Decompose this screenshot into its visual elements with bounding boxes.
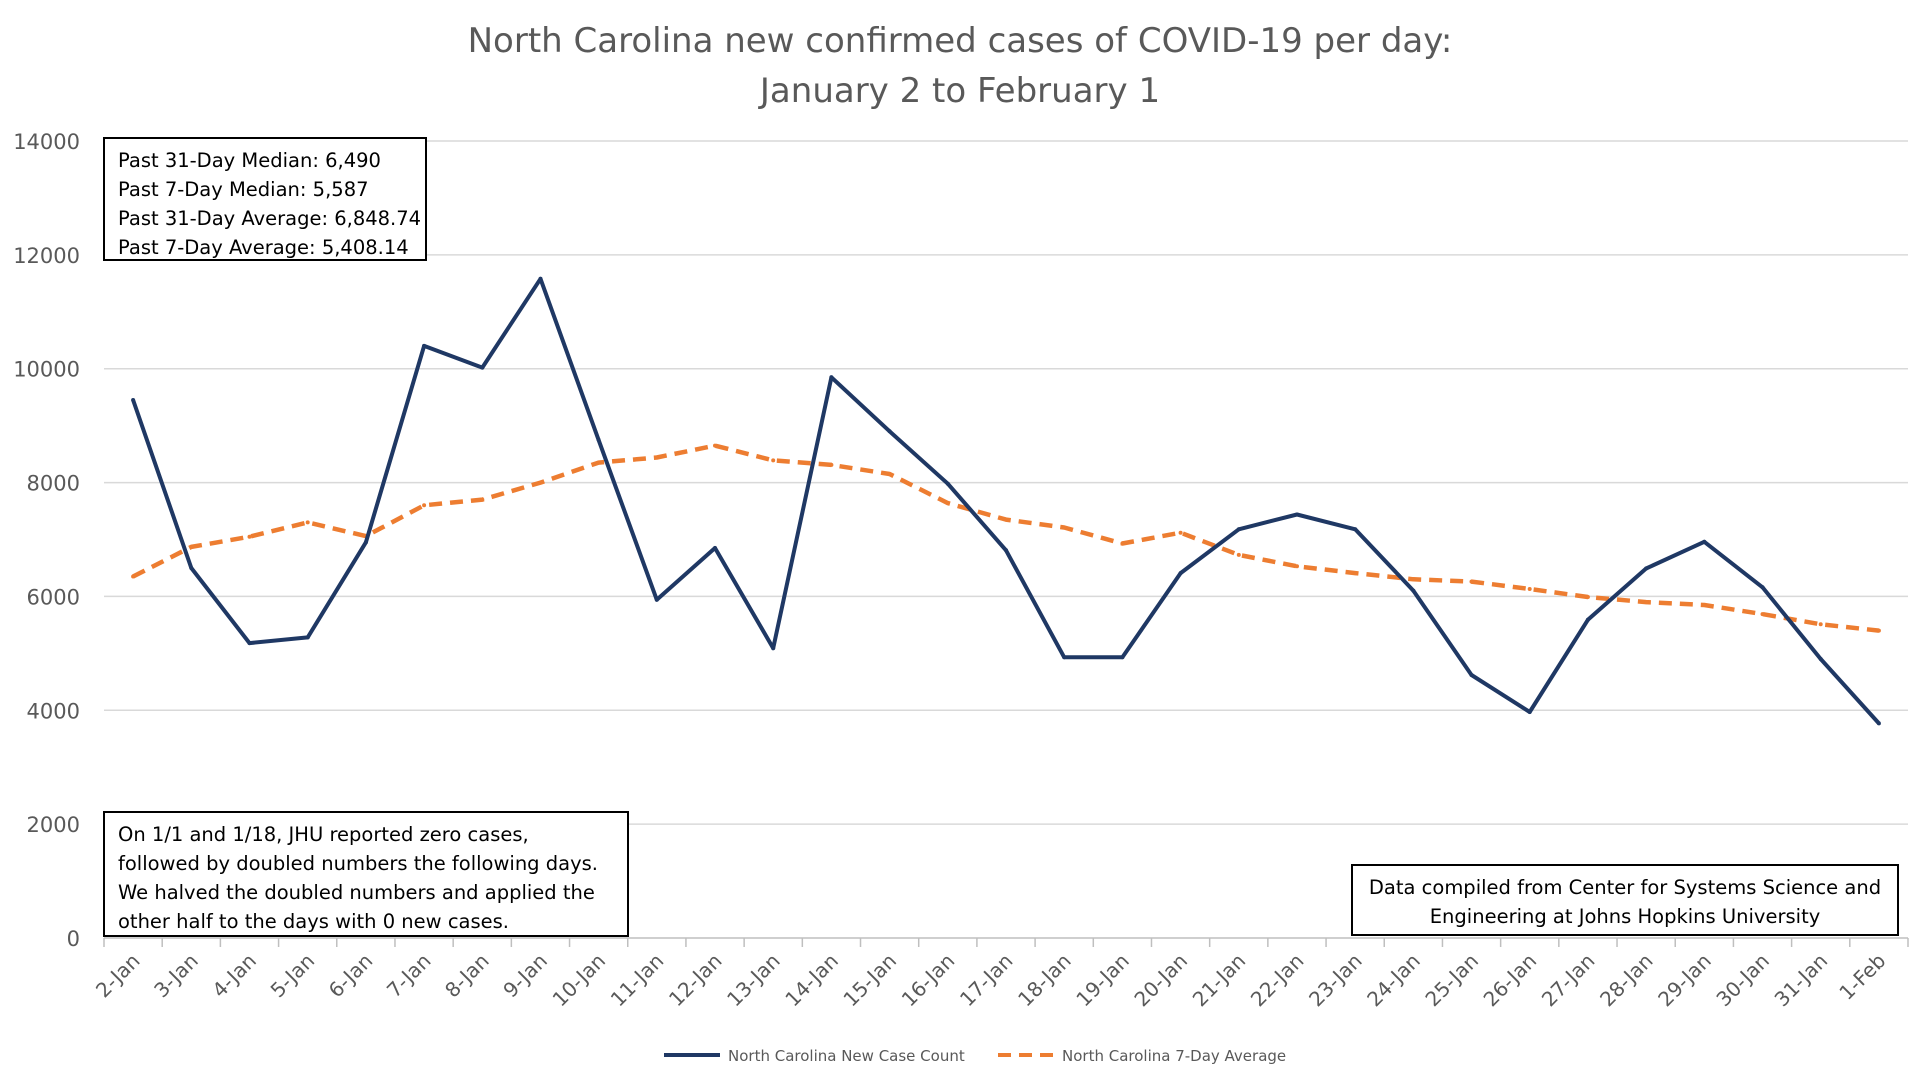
source-box-border xyxy=(1351,864,1899,936)
average-data-point xyxy=(1818,622,1823,627)
case-count-data-point xyxy=(1469,673,1474,677)
case-count-data-point xyxy=(1062,655,1067,660)
average-data-point xyxy=(131,574,136,579)
case-count-data-point xyxy=(1876,721,1881,726)
case-count-data-point xyxy=(480,365,485,370)
y-tick-label: 6000 xyxy=(27,585,80,609)
case-count-data-point xyxy=(363,540,368,545)
average-data-point xyxy=(1760,612,1765,617)
average-data-point xyxy=(771,458,776,463)
case-count-data-point xyxy=(305,635,310,640)
case-count-data-point xyxy=(247,641,252,646)
average-data-point xyxy=(1876,628,1881,633)
note-box-line: followed by doubled numbers the followin… xyxy=(118,852,598,875)
case-count-data-point xyxy=(189,566,194,570)
average-data-point xyxy=(1585,595,1590,599)
average-data-point xyxy=(1702,603,1707,607)
average-data-point xyxy=(1178,530,1183,535)
y-axis-ticks: 0 2000 4000 6000 8000 10000 12000 14000 xyxy=(13,130,80,951)
case-count-data-point xyxy=(654,597,659,602)
note-box-line: other half to the days with 0 new cases. xyxy=(118,910,509,933)
case-count-data-point xyxy=(771,646,776,651)
y-tick-label: 2000 xyxy=(27,813,80,837)
case-count-data-point xyxy=(1004,548,1008,553)
average-data-point xyxy=(422,503,427,508)
source-box-line: Engineering at Johns Hopkins University xyxy=(1430,905,1821,928)
average-data-point xyxy=(1353,571,1358,576)
stats-box-line: Past 31-Day Average: 6,848.74 xyxy=(118,207,421,230)
legend-label-average: North Carolina 7-Day Average xyxy=(1062,1047,1286,1065)
case-count-data-point xyxy=(596,437,601,442)
chart-title-line1: North Carolina new confirmed cases of CO… xyxy=(468,21,1453,61)
note-box: On 1/1 and 1/18, JHU reported zero cases… xyxy=(103,811,629,937)
case-count-data-point xyxy=(538,276,543,281)
stats-box: Past 31-Day Median: 6,490 Past 7-Day Medi… xyxy=(103,137,427,261)
stats-box-line: Past 7-Day Average: 5,408.14 xyxy=(118,236,409,259)
y-tick-label: 8000 xyxy=(27,472,80,496)
average-data-point xyxy=(538,480,543,485)
average-data-point xyxy=(1062,525,1067,530)
average-data-point xyxy=(596,460,601,465)
case-count-data-point xyxy=(1353,527,1358,532)
case-count-data-point xyxy=(945,481,950,486)
source-box: Data compiled from Center for Systems Sc… xyxy=(1351,864,1899,936)
average-data-point xyxy=(654,455,659,460)
average-data-point xyxy=(1411,577,1416,582)
stats-box-border xyxy=(103,137,427,261)
case-count-data-point xyxy=(1295,512,1299,517)
y-tick-label: 0 xyxy=(67,927,80,951)
case-count-data-point xyxy=(1411,588,1416,593)
legend: North Carolina New Case Count North Carol… xyxy=(664,1047,1286,1065)
average-data-point xyxy=(887,472,892,476)
average-data-point xyxy=(189,544,194,549)
case-count-data-point xyxy=(1527,710,1532,714)
y-tick-label: 10000 xyxy=(13,358,80,382)
stats-box-line: Past 7-Day Median: 5,587 xyxy=(118,178,369,201)
y-tick-label: 14000 xyxy=(13,130,80,154)
legend-label-case-count: North Carolina New Case Count xyxy=(728,1047,965,1065)
case-count-data-point xyxy=(1702,539,1707,544)
average-data-point xyxy=(1295,564,1299,569)
case-count-data-point xyxy=(829,375,834,380)
average-data-point xyxy=(1469,579,1474,584)
average-data-point xyxy=(945,501,950,506)
case-count-data-point xyxy=(1818,657,1823,661)
average-data-point xyxy=(1644,600,1649,605)
case-count-data-point xyxy=(1644,566,1649,571)
average-data-point xyxy=(480,497,485,502)
average-data-point xyxy=(1004,517,1008,522)
note-box-line: On 1/1 and 1/18, JHU reported zero cases… xyxy=(118,823,529,846)
average-data-point xyxy=(305,520,310,525)
case-count-data-point xyxy=(422,343,427,348)
case-count-data-point xyxy=(131,398,136,402)
average-data-point xyxy=(713,443,717,448)
note-box-line: We halved the doubled numbers and applie… xyxy=(118,881,595,904)
case-count-data-point xyxy=(1120,655,1125,660)
case-count-data-point xyxy=(1236,527,1241,532)
case-count-data-point xyxy=(1585,617,1590,622)
note-box-border xyxy=(103,811,629,937)
average-data-point xyxy=(1120,541,1125,546)
average-data-point xyxy=(1236,552,1241,557)
series xyxy=(131,276,1881,726)
case-count-data-point xyxy=(887,429,892,434)
average-data-point xyxy=(1527,587,1532,591)
y-tick-label: 12000 xyxy=(13,244,80,268)
source-box-line: Data compiled from Center for Systems Sc… xyxy=(1369,876,1881,899)
average-data-point xyxy=(247,534,252,539)
annotations: Past 31-Day Median: 6,490 Past 7-Day Medi… xyxy=(103,137,1899,937)
case-count-data-point xyxy=(1760,585,1765,590)
stats-box-line: Past 31-Day Median: 6,490 xyxy=(118,149,381,172)
average-data-point xyxy=(829,462,834,467)
case-count-data-point xyxy=(1178,571,1183,576)
y-tick-label: 4000 xyxy=(27,699,80,723)
chart-title-line2: January 2 to February 1 xyxy=(758,71,1160,111)
case-count-data-point xyxy=(713,546,717,550)
